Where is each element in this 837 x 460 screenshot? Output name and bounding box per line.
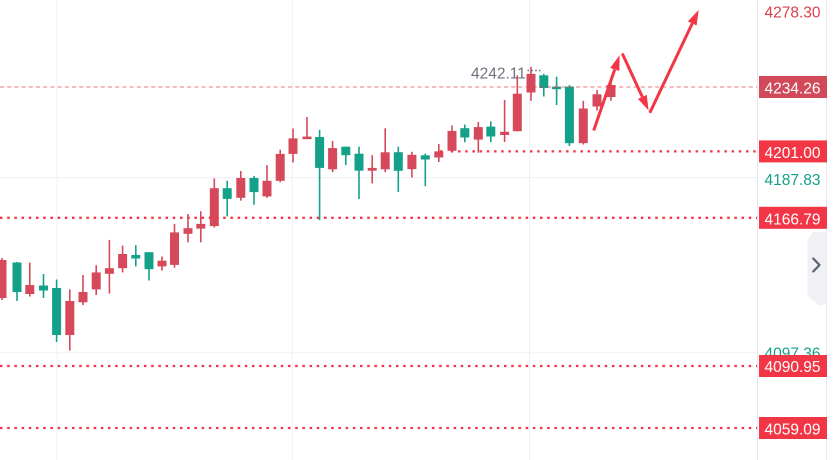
svg-text:4187.83: 4187.83 (764, 172, 820, 189)
svg-text:4166.79: 4166.79 (764, 212, 820, 229)
svg-text:4278.30: 4278.30 (764, 5, 820, 22)
svg-text:4234.26: 4234.26 (764, 80, 820, 97)
svg-text:4201.00: 4201.00 (764, 145, 820, 162)
svg-text:4242.11: 4242.11 (471, 66, 526, 83)
svg-text:4090.95: 4090.95 (764, 359, 820, 376)
svg-text:4059.09: 4059.09 (764, 421, 820, 438)
